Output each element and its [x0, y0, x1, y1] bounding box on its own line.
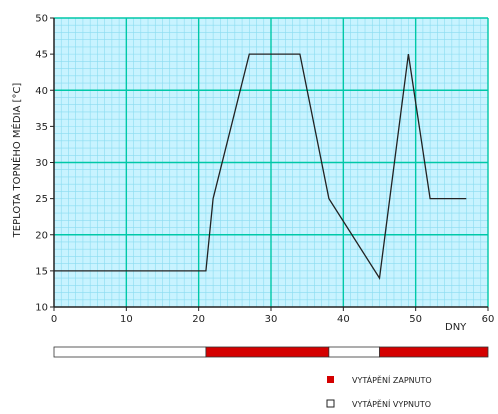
x-tick-label: 0 [51, 314, 57, 325]
x-tick-label: 30 [265, 314, 278, 325]
x-ticks: 0 10 20 30 40 50 60 [51, 307, 495, 325]
legend-off-swatch [326, 399, 335, 408]
y-tick-label: 35 [35, 122, 48, 133]
heating-off-segment [328, 346, 380, 358]
y-tick-label: 30 [35, 158, 48, 169]
x-tick-label: 50 [409, 314, 422, 325]
heating-on-segment [379, 346, 489, 358]
x-axis-label: DNY [445, 322, 467, 333]
y-axis-label: TEPLOTA TOPNÉHO MÉDIA [°C] [10, 83, 23, 239]
legend-on-swatch [327, 376, 334, 383]
x-tick-label: 40 [337, 314, 350, 325]
y-tick-label: 40 [35, 86, 48, 97]
y-tick-label: 50 [35, 14, 48, 25]
heating-status-bar [53, 346, 489, 358]
y-tick-label: 25 [35, 194, 48, 205]
x-tick-label: 10 [120, 314, 133, 325]
y-tick-label: 10 [35, 303, 48, 314]
x-tick-label: 60 [482, 314, 495, 325]
legend-off-label: VYTÁPĚNÍ VYPNUTO [352, 398, 431, 409]
temperature-series-line [54, 53, 467, 280]
legend-on-label: VYTÁPĚNÍ ZAPNUTO [352, 374, 432, 385]
y-ticks: 10 15 20 25 30 35 40 45 50 [35, 14, 54, 314]
heating-off-segment [53, 346, 207, 358]
major-grid [54, 17, 489, 307]
y-tick-label: 20 [35, 230, 48, 241]
y-tick-label: 45 [35, 50, 48, 61]
y-tick-label: 15 [35, 266, 48, 277]
heating-on-segment [205, 346, 330, 358]
x-tick-label: 20 [192, 314, 205, 325]
